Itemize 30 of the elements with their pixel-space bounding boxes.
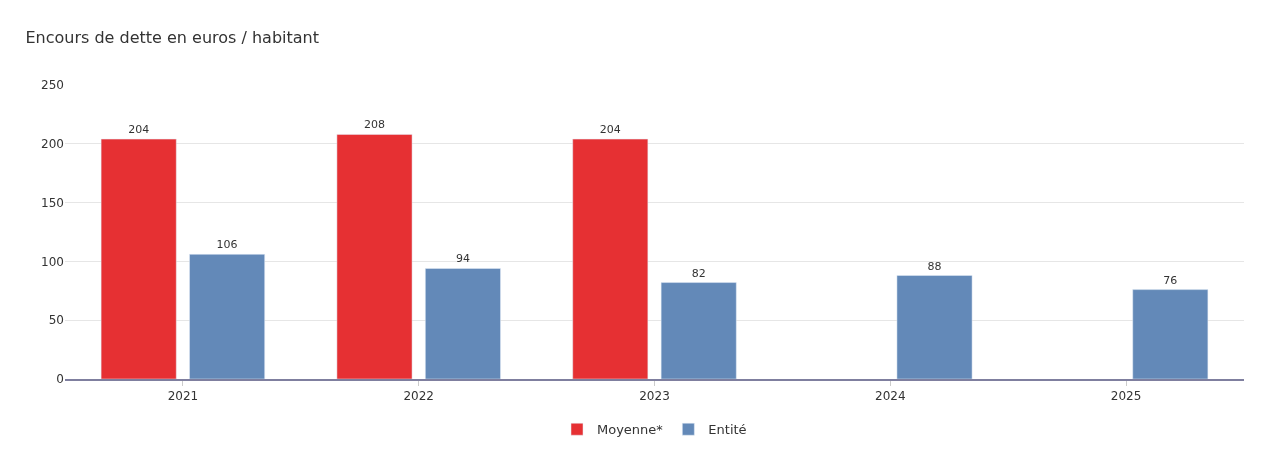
data-label: 94 [455, 252, 470, 266]
y-tick-label: 0 [56, 372, 64, 387]
data-label: 204 [599, 123, 621, 137]
y-tick-label: 250 [41, 78, 64, 93]
legend-label: Moyenne* [597, 422, 664, 438]
bar [425, 268, 501, 379]
bar [896, 275, 973, 379]
data-label: 208 [363, 118, 385, 132]
bar [660, 282, 737, 379]
data-label: 88 [927, 259, 942, 273]
x-tick-label: 2025 [1110, 389, 1142, 404]
data-label: 76 [1163, 273, 1178, 287]
bar [1132, 289, 1209, 379]
y-tick-label: 150 [41, 195, 64, 210]
y-tick-label: 200 [41, 137, 64, 151]
x-tick-label: 2024 [875, 389, 906, 404]
data-label: 82 [691, 266, 706, 280]
chart-title: Encours de dette en euros / habitant [25, 28, 320, 48]
y-tick-label: 50 [48, 313, 64, 328]
y-tick-label: 100 [41, 254, 64, 269]
bar [189, 254, 265, 379]
x-tick-label: 2021 [167, 389, 199, 404]
legend-label: Entité [708, 422, 747, 438]
data-label: 106 [216, 238, 238, 252]
x-tick-label: 2023 [639, 389, 670, 404]
bar [572, 138, 649, 379]
data-label: 204 [128, 123, 150, 137]
x-tick-label: 2022 [403, 389, 434, 404]
bar [100, 138, 177, 379]
bar [336, 134, 413, 379]
